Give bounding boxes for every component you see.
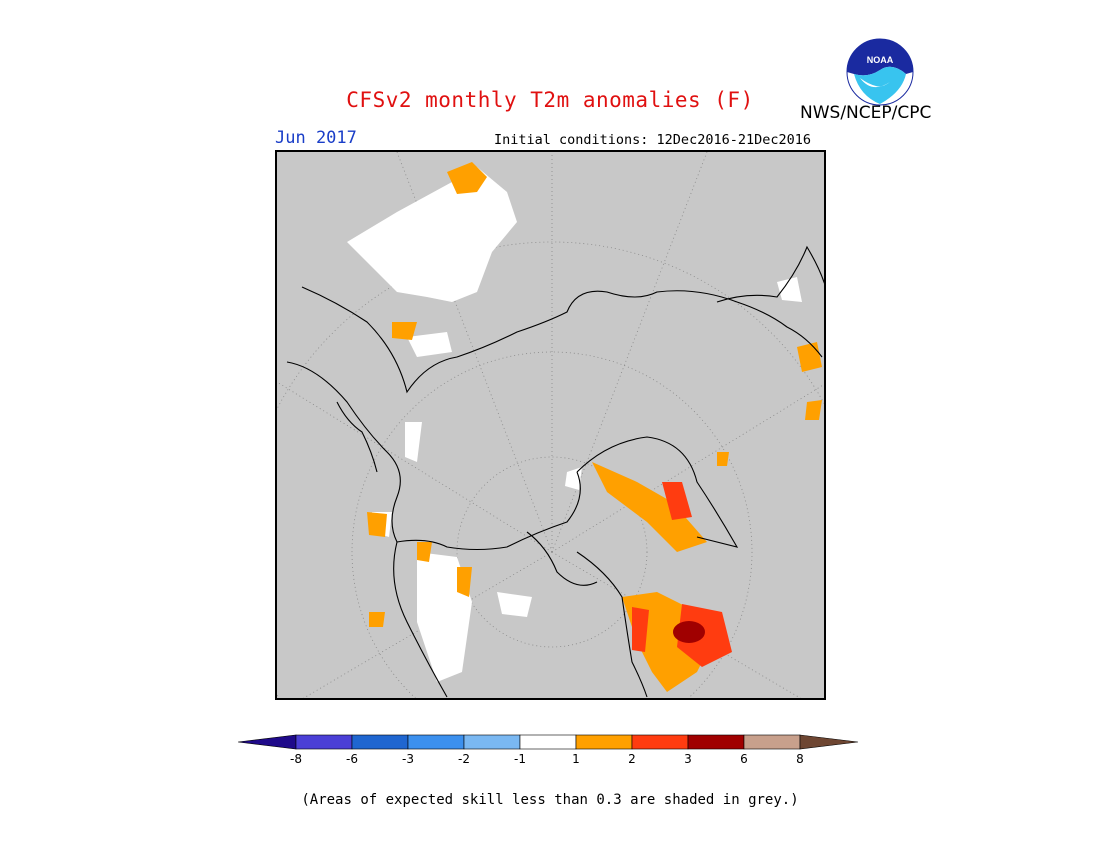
legend-tick-label: -2 — [458, 752, 470, 766]
legend-bin-8 — [687, 734, 745, 750]
legend-bin-10 — [799, 734, 859, 750]
legend-tick-label: 2 — [628, 752, 636, 766]
warm-anomaly-3-6 — [673, 621, 705, 643]
legend-bin-0 — [238, 734, 297, 750]
legend-tick-labels: -8 -6 -3 -2 -1 1 2 3 6 8 — [0, 752, 1100, 772]
color-legend-bar — [238, 734, 859, 750]
legend-tick-label: 3 — [684, 752, 692, 766]
legend-tick-label: 6 — [740, 752, 748, 766]
polar-map — [275, 150, 826, 700]
coastlines — [286, 245, 824, 698]
legend-bin-1 — [295, 734, 353, 750]
legend-bin-9 — [743, 734, 801, 750]
agency-label: NWS/NCEP/CPC — [800, 103, 932, 123]
legend-tick-label: 1 — [572, 752, 580, 766]
chart-title: CFSv2 monthly T2m anomalies (F) — [346, 88, 754, 112]
legend-tick-label: -3 — [402, 752, 414, 766]
legend-bin-7 — [631, 734, 689, 750]
warm-anomaly-2-3 — [632, 482, 732, 667]
map-graticule — [277, 152, 824, 698]
legend-tick-label: -8 — [290, 752, 302, 766]
noaa-logo-text: NOAA — [867, 55, 894, 65]
initial-conditions-label: Initial conditions: 12Dec2016-21Dec2016 — [494, 132, 811, 148]
legend-tick-label: -1 — [514, 752, 526, 766]
legend-bin-2 — [351, 734, 409, 750]
legend-tick-label: -6 — [346, 752, 358, 766]
skill-footnote: (Areas of expected skill less than 0.3 a… — [301, 792, 799, 808]
legend-bin-4 — [463, 734, 521, 750]
near-normal-areas — [347, 167, 802, 682]
legend-bin-3 — [407, 734, 465, 750]
noaa-logo-icon: NOAA — [846, 38, 914, 106]
forecast-month-label: Jun 2017 — [275, 128, 357, 148]
legend-bin-5 — [519, 734, 577, 750]
legend-bin-6 — [575, 734, 633, 750]
legend-tick-label: 8 — [796, 752, 804, 766]
